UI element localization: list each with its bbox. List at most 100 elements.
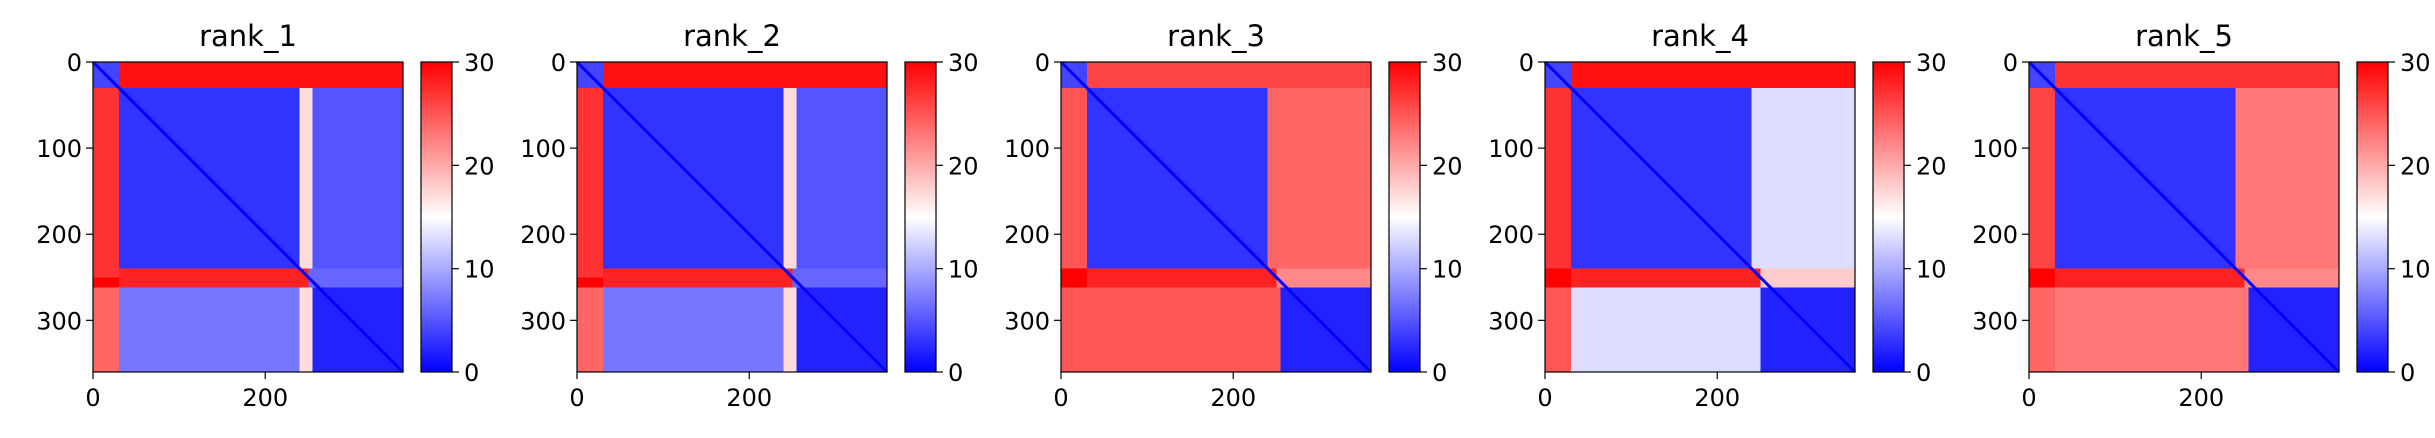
heatmap-block-2 [602, 62, 887, 88]
heatmap-block-12 [299, 287, 313, 372]
colorbar-tick-label: 10 [1432, 256, 1463, 284]
y-tick-label: 100 [520, 135, 566, 163]
colorbar-tick-label: 0 [1916, 359, 1931, 387]
heatmap-block-4 [577, 277, 603, 288]
heatmap-block-8 [2054, 268, 2245, 288]
diagonal-line [1543, 60, 1857, 374]
colorbar-tick-label: 10 [464, 256, 495, 284]
panel-title: rank_1 [199, 19, 297, 53]
heatmap-block-7 [1751, 87, 1855, 269]
diagonal-line [575, 60, 889, 374]
colorbar-gradient [420, 61, 453, 373]
colorbar-tick-label: 0 [2400, 359, 2415, 387]
colorbar-tick-label: 20 [1916, 152, 1947, 180]
colorbar-tick-label: 30 [464, 49, 495, 77]
heatmap-panel-2: rank_2 0 100 200 300 0 200 0 10 20 30 [520, 19, 978, 412]
panel-title: rank_3 [1167, 19, 1265, 53]
heatmap-cells [577, 62, 887, 372]
plot-frame [1060, 61, 1372, 373]
x-tick-label: 200 [1694, 384, 1740, 412]
plot-frame [92, 61, 404, 373]
colorbar-gradient [1872, 61, 1905, 373]
heatmap-block-10 [1276, 268, 1371, 288]
colorbar-tick-label: 30 [948, 49, 979, 77]
heatmap-panel-4: rank_4 0 100 200 300 0 200 0 10 20 30 [1488, 19, 1946, 412]
heatmap-block-9 [118, 268, 309, 288]
heatmap-block-2 [118, 62, 403, 88]
panel-title: rank_2 [683, 19, 781, 53]
heatmap-block-10 [792, 268, 887, 288]
heatmap-block-2 [2054, 62, 2339, 88]
y-tick-label: 200 [1972, 221, 2018, 249]
heatmap-block-9 [2244, 268, 2339, 288]
heatmap-block-7 [2235, 87, 2339, 269]
y-tick-label: 300 [1488, 307, 1534, 335]
colorbar: 0 10 20 30 [1388, 49, 1463, 387]
heatmap-block-9 [1760, 268, 1855, 288]
colorbar: 0 10 20 30 [904, 49, 979, 387]
heatmap-block-5 [1545, 287, 1571, 372]
heatmap-block-3 [1276, 62, 1371, 88]
y-tick-label: 300 [520, 307, 566, 335]
x-tick-label: 0 [2021, 384, 2036, 412]
x-tick-label: 0 [85, 384, 100, 412]
y-tick-label: 100 [1004, 135, 1050, 163]
heatmap-block-4 [2029, 268, 2055, 288]
x-tick-label: 200 [1210, 384, 1256, 412]
plot-frame [576, 61, 888, 373]
y-tick-label: 0 [67, 49, 82, 77]
y-tick-label: 300 [1004, 307, 1050, 335]
x-tick-label: 200 [242, 384, 288, 412]
diagonal-line [91, 60, 405, 374]
heatmap-block-3 [1545, 87, 1571, 269]
heatmap-block-6 [1061, 287, 1087, 372]
colorbar-tick-label: 20 [1432, 152, 1463, 180]
colorbar-tick-label: 10 [948, 256, 979, 284]
heatmap-block-11 [602, 287, 784, 372]
y-tick-label: 200 [1004, 221, 1050, 249]
colorbar-tick-label: 0 [948, 359, 963, 387]
heatmap-block-8 [796, 87, 887, 269]
heatmap-block-2 [1086, 62, 1277, 88]
plot-frame [2028, 61, 2340, 373]
colorbar-tick-label: 0 [1432, 359, 1447, 387]
x-tick-label: 200 [726, 384, 772, 412]
heatmap-block-10 [1570, 287, 1761, 372]
heatmap-block-3 [93, 87, 119, 278]
heatmap-block-9 [602, 268, 793, 288]
heatmap-block-5 [1061, 268, 1087, 288]
y-tick-label: 300 [36, 307, 82, 335]
diagonal-line [1059, 60, 1373, 374]
y-tick-label: 300 [1972, 307, 2018, 335]
panel-title: rank_4 [1651, 19, 1749, 53]
heatmap-block-10 [308, 268, 403, 288]
heatmap-block-5 [2029, 287, 2055, 372]
y-tick-label: 0 [1519, 49, 1534, 77]
y-tick-label: 100 [36, 135, 82, 163]
colorbar-tick-label: 0 [464, 359, 479, 387]
heatmap-block-12 [783, 287, 797, 372]
colorbar-tick-label: 20 [464, 152, 495, 180]
heatmap-block-8 [312, 87, 403, 269]
colorbar-tick-label: 30 [1916, 49, 1947, 77]
colorbar: 0 10 20 30 [420, 49, 495, 387]
heatmap-block-4 [1061, 87, 1087, 269]
y-tick-label: 0 [551, 49, 566, 77]
heatmap-block-3 [577, 87, 603, 278]
heatmap-block-4 [93, 277, 119, 288]
heatmap-block-11 [118, 287, 300, 372]
x-tick-label: 0 [569, 384, 584, 412]
heatmap-block-7 [299, 87, 313, 269]
heatmap-block-4 [1545, 268, 1571, 288]
heatmap-block-2 [1570, 62, 1855, 88]
heatmap-block-3 [2029, 87, 2055, 269]
colorbar-tick-label: 10 [2400, 256, 2431, 284]
plot-frame [1544, 61, 1856, 373]
y-tick-label: 100 [1488, 135, 1534, 163]
x-tick-label: 0 [1537, 384, 1552, 412]
colorbar-tick-label: 20 [948, 152, 979, 180]
colorbar-gradient [1388, 61, 1421, 373]
x-tick-label: 0 [1053, 384, 1068, 412]
diagonal-line [2027, 60, 2341, 374]
heatmap-block-11 [1086, 287, 1281, 372]
